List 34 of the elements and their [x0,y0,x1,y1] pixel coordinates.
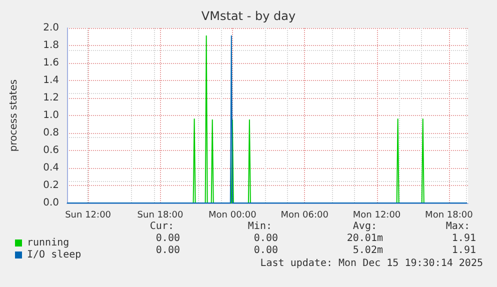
y-tick-label: 1.8 [43,40,59,51]
y-tick-label: 0.0 [43,198,59,208]
text: 0.00 [156,233,180,244]
x-tick-label: Mon 00:00 [208,210,257,220]
y-tick-label: 1.0 [43,110,59,121]
text: 20.01m [346,233,383,244]
y-tick-label: 0.8 [43,128,59,138]
x-tick-label: Mon 12:00 [352,210,401,220]
x-tick-label: Sun 18:00 [137,210,184,220]
text: Avg: [352,221,377,232]
text: Cur: [150,221,174,232]
text: 0.00 [254,233,278,244]
text: Last update: Mon Dec 15 19:30:14 2025 [260,258,483,269]
y-tick-label: 2.0 [43,22,59,34]
legend-label: I/O sleep [27,250,82,260]
y-axis-title: process states [8,79,20,152]
y-tick-label: 1.6 [43,58,59,68]
y-tick-label: 1.4 [43,75,59,86]
text: Min: [248,221,272,232]
text: 5.02m [352,245,383,256]
x-tick-label: Sun 12:00 [65,210,112,220]
text: 0.00 [156,245,180,256]
y-tick-label: 0.4 [43,162,59,174]
chart-title: VMstat - by day [201,9,296,23]
x-tick-label: Mon 06:00 [280,210,329,220]
text: 1.91 [452,245,476,256]
legend-label: running [27,238,70,248]
y-tick-label: 1.2 [43,92,59,104]
text: 0.00 [254,245,278,256]
y-tick-label: 0.6 [43,145,59,156]
y-tick-label: 0.2 [43,180,59,191]
text: 1.91 [452,233,476,244]
text: Max: [446,221,470,232]
x-tick-label: Mon 18:00 [425,210,474,220]
